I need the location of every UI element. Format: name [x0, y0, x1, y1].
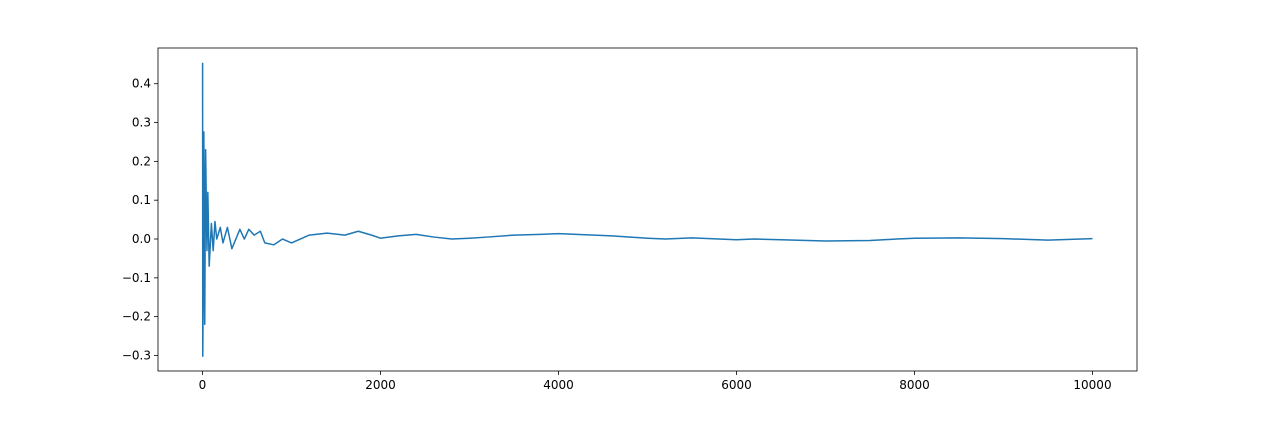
y-tick-label: −0.2 [122, 310, 151, 324]
x-tick-label: 2000 [365, 378, 396, 392]
y-tick-label: 0.3 [132, 116, 151, 130]
y-tick-label: 0.1 [132, 193, 151, 207]
x-tick-label: 10000 [1073, 378, 1111, 392]
y-tick-label: 0.4 [132, 77, 151, 91]
x-tick-label: 8000 [899, 378, 930, 392]
y-tick-label: −0.1 [122, 271, 151, 285]
y-tick-label: −0.3 [122, 348, 151, 362]
plot-frame [157, 47, 1138, 372]
x-tick-label: 0 [199, 378, 207, 392]
data-line [201, 62, 1093, 357]
x-tick-label: 6000 [721, 378, 752, 392]
x-tick-label: 4000 [543, 378, 574, 392]
y-tick-label: 0.2 [132, 154, 151, 168]
y-tick-label: 0.0 [132, 232, 151, 246]
